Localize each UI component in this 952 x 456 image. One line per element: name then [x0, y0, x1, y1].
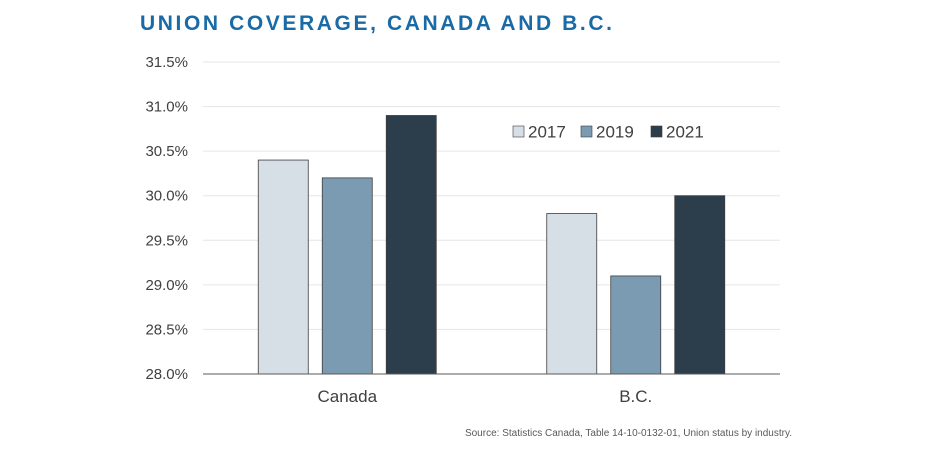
- bar-bc-2019: [610, 275, 662, 375]
- y-tick-label: 28.0%: [145, 366, 188, 383]
- y-tick-label: 29.5%: [145, 232, 188, 249]
- x-category-label: Canada: [317, 387, 377, 406]
- chart-title: UNION COVERAGE, CANADA AND B.C.: [140, 12, 615, 35]
- bar-bc-2021: [674, 195, 726, 375]
- legend-label: 2017: [528, 123, 566, 142]
- bar-bc-2017: [546, 213, 598, 375]
- y-tick-label: 30.0%: [145, 188, 188, 205]
- y-tick-label: 29.0%: [145, 277, 188, 294]
- legend-swatch-2019: [580, 125, 593, 138]
- bars: [257, 115, 726, 375]
- x-axis-categories: Canada B.C.: [317, 387, 652, 406]
- bar-canada-2017: [257, 159, 309, 375]
- legend: 2017 2019 2021: [512, 123, 704, 142]
- y-tick-label: 28.5%: [145, 321, 188, 338]
- source-note: Source: Statistics Canada, Table 14-10-0…: [464, 428, 792, 439]
- bar-canada-2021: [385, 115, 437, 375]
- y-tick-label: 31.5%: [145, 54, 188, 71]
- legend-label: 2021: [666, 123, 704, 142]
- legend-label: 2019: [596, 123, 634, 142]
- bar-canada-2019: [321, 177, 373, 375]
- legend-swatch-2021: [650, 125, 663, 138]
- y-axis-ticks: 28.0% 28.5% 29.0% 29.5% 30.0% 30.5% 31.0% 31.5%: [145, 54, 188, 383]
- y-tick-label: 30.5%: [145, 143, 188, 160]
- y-tick-label: 31.0%: [145, 99, 188, 116]
- legend-swatch-2017: [512, 125, 525, 138]
- x-category-label: B.C.: [619, 387, 652, 406]
